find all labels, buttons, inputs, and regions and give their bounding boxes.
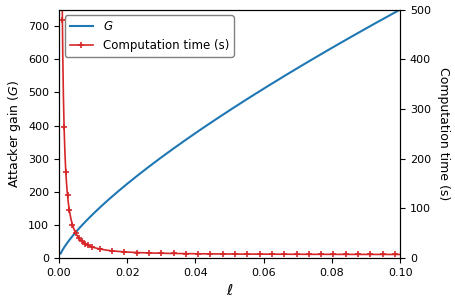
Computation time (s)	[397, 253, 402, 256]
Computation time (s)	[148, 251, 154, 255]
Computation time (s)	[75, 234, 80, 238]
Computation time (s)	[114, 250, 120, 253]
$G$	[114, 190, 120, 194]
Legend: $G$, Computation time (s): $G$, Computation time (s)	[65, 16, 233, 57]
Line: Computation time (s): Computation time (s)	[57, 0, 402, 257]
$G$	[69, 235, 74, 239]
$G$	[148, 163, 154, 167]
X-axis label: $\ell$: $\ell$	[225, 283, 233, 299]
$G$	[397, 8, 402, 11]
Computation time (s)	[69, 220, 74, 224]
Y-axis label: Computation time (s): Computation time (s)	[436, 67, 450, 200]
$G$	[75, 228, 80, 232]
$G$	[58, 252, 63, 255]
Y-axis label: Attacker gain ($G$): Attacker gain ($G$)	[5, 80, 22, 188]
Line: $G$: $G$	[61, 9, 399, 254]
Computation time (s)	[359, 253, 364, 256]
$G$	[359, 29, 364, 32]
$G$	[222, 112, 227, 115]
Computation time (s)	[222, 252, 227, 256]
